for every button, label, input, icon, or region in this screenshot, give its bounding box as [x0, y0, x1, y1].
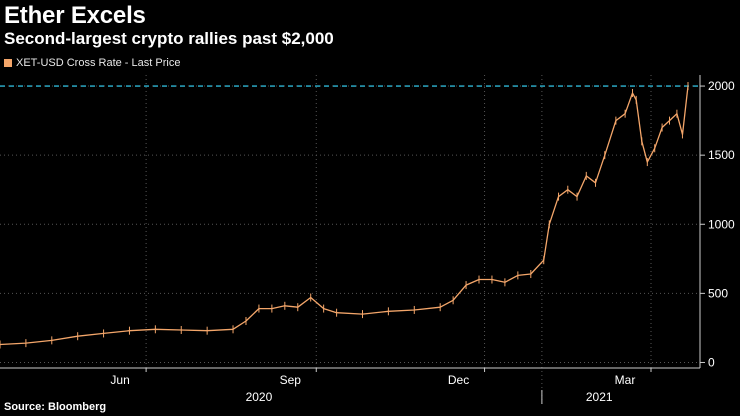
y-tick-label: 0: [708, 355, 715, 369]
chart-subtitle: Second-largest crypto rallies past $2,00…: [4, 29, 334, 48]
year-label: 2021: [586, 390, 613, 404]
y-tick-label: 1500: [708, 148, 735, 162]
chart-title: Ether Excels: [4, 2, 146, 29]
y-tick-label: 1000: [708, 217, 735, 231]
year-label: 2020: [246, 390, 273, 404]
x-tick-label: Mar: [615, 373, 636, 387]
price-series-line: [0, 86, 689, 346]
y-tick-label: 2000: [708, 79, 735, 93]
y-tick-label: 500: [708, 286, 728, 300]
legend-label: XET-USD Cross Rate - Last Price: [16, 57, 181, 69]
x-tick-label: Sep: [280, 373, 302, 387]
x-tick-label: Dec: [448, 373, 469, 387]
legend-swatch: [4, 59, 12, 67]
x-tick-label: Jun: [110, 373, 129, 387]
chart-legend: XET-USD Cross Rate - Last Price: [4, 57, 180, 69]
source-note: Source: Bloomberg: [4, 401, 107, 413]
